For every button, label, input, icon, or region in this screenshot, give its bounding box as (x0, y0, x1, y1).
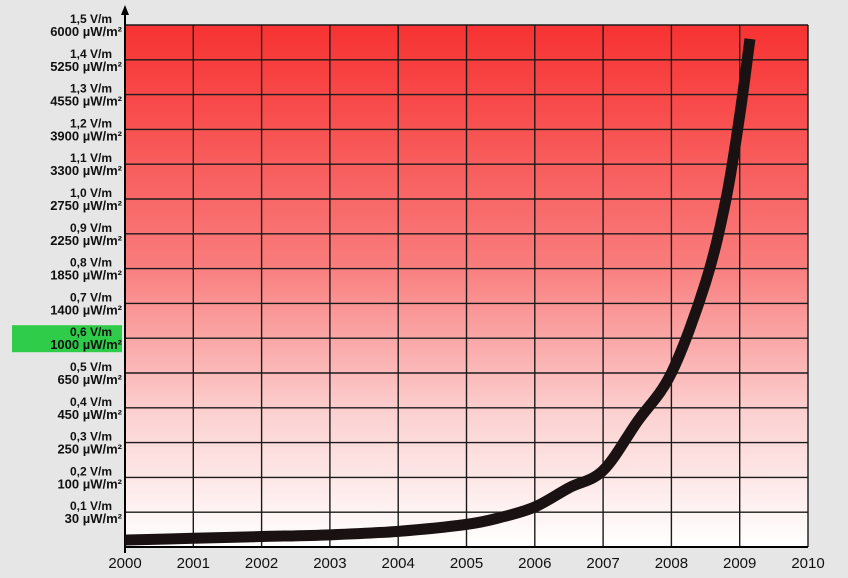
y-tick-label-field: 0,4 V/m (70, 395, 112, 409)
y-tick-label-power: 5250 µW/m² (50, 59, 122, 74)
x-tick-label: 2007 (586, 555, 619, 572)
y-tick-highlight (12, 325, 122, 353)
y-tick-label-field: 0,9 V/m (70, 221, 112, 235)
x-tick-label: 2009 (723, 555, 756, 572)
y-tick-label-field: 1,2 V/m (70, 116, 112, 130)
y-tick-label-power: 1000 µW/m² (50, 337, 122, 352)
x-axis-labels: 2000 2001 2002 2003 2004 2005 2006 2007 2008 2009… (108, 555, 824, 572)
y-tick-label-field: 0,6 V/m (70, 325, 112, 339)
y-tick-label-field: 0,2 V/m (70, 464, 112, 478)
y-tick-label-power: 3900 µW/m² (50, 128, 122, 143)
series-line (124, 38, 756, 546)
y-tick-label-power: 450 µW/m² (57, 407, 122, 422)
y-tick-label-power: 1400 µW/m² (50, 302, 122, 317)
y-tick-label-power: 250 µW/m² (57, 442, 122, 457)
x-tick-label: 2000 (108, 555, 141, 572)
y-axis-arrow (121, 5, 129, 15)
y-tick-label-field: 0,7 V/m (70, 290, 112, 304)
axes (121, 5, 808, 553)
y-tick-label-power: 30 µW/m² (65, 511, 123, 526)
x-tick-label: 2008 (655, 555, 688, 572)
y-tick-label-field: 0,3 V/m (70, 430, 112, 444)
y-tick-label-field: 0,5 V/m (70, 360, 112, 374)
x-tick-label: 2003 (313, 555, 346, 572)
y-tick-label-field: 0,1 V/m (70, 499, 112, 513)
y-tick-label-power: 650 µW/m² (57, 372, 122, 387)
x-tick-label: 2006 (518, 555, 551, 572)
y-tick-label-field: 1,1 V/m (70, 151, 112, 165)
y-tick-label-field: 1,0 V/m (70, 186, 112, 200)
y-tick-label-power: 2750 µW/m² (50, 198, 122, 213)
y-tick-label-power: 1850 µW/m² (50, 268, 122, 283)
y-tick-label-power: 2250 µW/m² (50, 233, 122, 248)
x-tick-label: 2002 (245, 555, 278, 572)
x-tick-label: 2005 (450, 555, 483, 572)
y-tick-label-power: 4550 µW/m² (50, 94, 122, 109)
y-tick-label-power: 100 µW/m² (57, 476, 122, 491)
y-tick-label-field: 1,4 V/m (70, 47, 112, 61)
x-tick-label: 2001 (177, 555, 210, 572)
y-tick-label-field: 1,3 V/m (70, 82, 112, 96)
y-tick-label-field: 0,8 V/m (70, 256, 112, 270)
y-tick-label-power: 6000 µW/m² (50, 24, 122, 39)
x-tick-label: 2004 (382, 555, 415, 572)
x-tick-label: 2010 (791, 555, 824, 572)
y-tick-label-field: 1,5 V/m (70, 12, 112, 26)
y-tick-label-power: 3300 µW/m² (50, 163, 122, 178)
grid (124, 24, 809, 548)
